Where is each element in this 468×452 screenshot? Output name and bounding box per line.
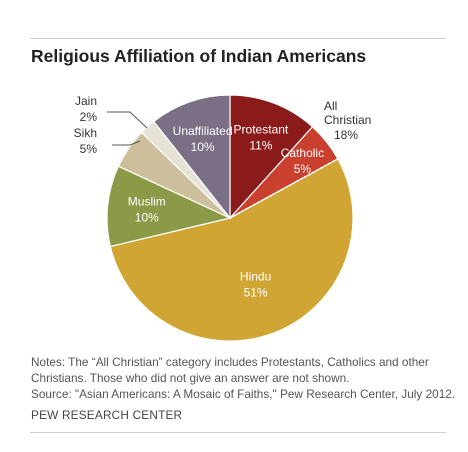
slice-muslim [106, 165, 232, 248]
chart-title: Religious Affiliation of Indian American… [31, 46, 367, 66]
all-christian-label-line-1: All [324, 99, 337, 113]
notes-line-2: Christians. Those who did not give an an… [31, 371, 350, 385]
source-line: Source: "Asian Americans: A Mosaic of Fa… [31, 387, 456, 401]
label-sikh: Sikh [74, 126, 97, 140]
bottom-rule [30, 432, 446, 433]
value-label-jain: 2% [80, 110, 98, 124]
value-label-hindu: 51% [244, 286, 268, 300]
leader-line-sikh [112, 140, 141, 146]
notes-line-1: Notes: The “All Christian” category incl… [31, 355, 429, 369]
all-christian-value-label: 18% [334, 128, 358, 142]
label-hindu: Hindu [240, 270, 271, 284]
label-muslim: Muslim [128, 195, 166, 209]
slice-unaffiliated [152, 94, 231, 220]
value-label-muslim: 10% [135, 211, 159, 225]
label-unaffiliated: Unaffiliated [173, 124, 233, 138]
label-jain: Jain [75, 94, 97, 108]
top-rule [30, 38, 446, 39]
label-catholic: Catholic [281, 146, 324, 160]
slice-protestant [229, 94, 314, 220]
value-label-protestant: 11% [249, 139, 272, 153]
leader-line-jain [107, 111, 148, 129]
slice-hindu [109, 158, 354, 342]
value-label-sikh: 5% [80, 142, 98, 156]
all-christian-label-line-2: Christian [324, 113, 371, 127]
value-label-unaffiliated: 10% [191, 140, 215, 154]
value-label-catholic: 5% [294, 162, 312, 176]
label-protestant: Protestant [234, 123, 289, 137]
chart-notes: Notes: The “All Christian” category incl… [31, 354, 456, 402]
credit-line: PEW RESEARCH CENTER [31, 408, 183, 422]
